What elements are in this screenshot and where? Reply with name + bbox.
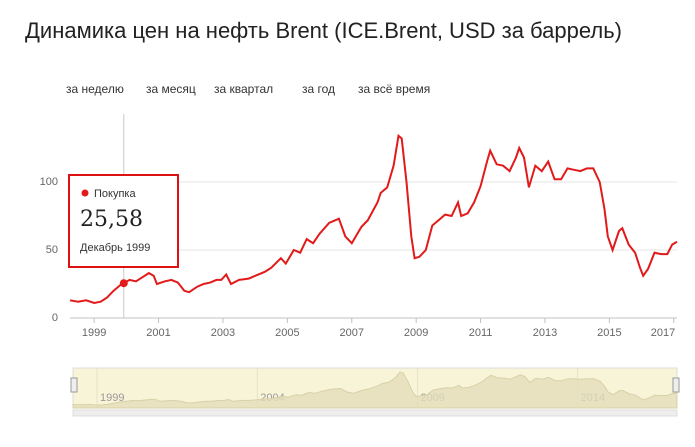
x-tick-label: 2017	[651, 327, 675, 339]
navigator-label: 1999	[100, 392, 124, 404]
x-tick-label: 2003	[211, 327, 235, 339]
tooltip-value: 25,58	[80, 207, 143, 232]
y-tick-label: 50	[46, 244, 58, 256]
range-button[interactable]: за квартал	[214, 82, 273, 96]
y-tick-label: 0	[52, 312, 58, 324]
range-button[interactable]: за год	[302, 82, 335, 96]
x-tick-label: 2001	[146, 327, 170, 339]
navigator-handle[interactable]	[672, 377, 680, 393]
navigator-area	[72, 371, 678, 409]
x-tick-label: 2009	[404, 327, 428, 339]
x-tick-label: 2013	[533, 327, 557, 339]
line-series	[69, 133, 678, 305]
x-tick-label: 2007	[340, 327, 364, 339]
x-tick-label: 2011	[469, 327, 493, 339]
tooltip-date: Декабрь 1999	[80, 242, 150, 254]
range-button[interactable]: за всё время	[358, 82, 430, 96]
tooltip-dot	[81, 189, 89, 197]
tooltip-marker	[119, 279, 128, 288]
x-tick-label: 2015	[597, 327, 621, 339]
range-button[interactable]: за неделю	[66, 82, 124, 96]
x-tick-label: 2005	[275, 327, 299, 339]
tooltip-series: Покупка	[94, 188, 136, 200]
y-tick-label: 100	[40, 176, 58, 188]
x-tick-label: 1999	[82, 327, 106, 339]
navigator-handle[interactable]	[70, 377, 78, 393]
range-button[interactable]: за месяц	[146, 82, 196, 96]
chart-title: Динамика цен на нефть Brent (ICE.Brent, …	[25, 18, 622, 43]
scrollbar[interactable]	[72, 409, 678, 417]
